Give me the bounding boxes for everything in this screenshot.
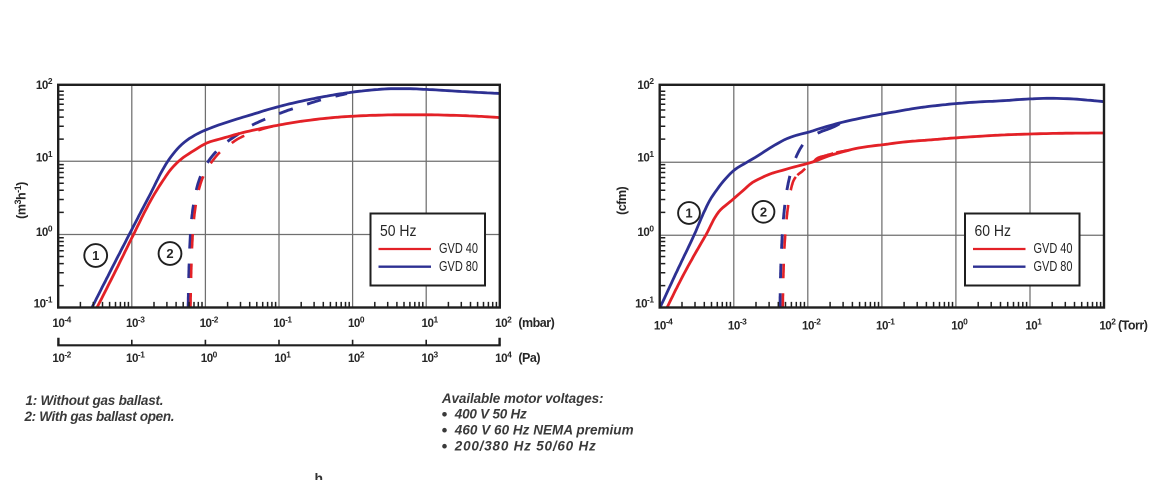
svg-text:GVD 80: GVD 80 xyxy=(1034,258,1073,275)
svg-text:10-2: 10-2 xyxy=(802,317,821,333)
svg-text:460 V 60 Hz NEMA premium: 460 V 60 Hz NEMA premium xyxy=(454,423,634,438)
svg-text:102: 102 xyxy=(348,349,365,365)
svg-text:101: 101 xyxy=(1025,317,1042,333)
svg-text:101: 101 xyxy=(422,314,439,330)
svg-text:101: 101 xyxy=(637,149,654,165)
svg-text:100: 100 xyxy=(951,317,968,333)
svg-text:(mbar): (mbar) xyxy=(518,316,554,330)
svg-text:1: Without gas ballast.: 1: Without gas ballast. xyxy=(26,393,164,408)
svg-text:104: 104 xyxy=(495,349,512,365)
svg-text:2: With gas ballast open.: 2: With gas ballast open. xyxy=(24,409,175,424)
svg-text:10-2: 10-2 xyxy=(200,314,219,330)
svg-text:100: 100 xyxy=(348,314,365,330)
svg-text:10-1: 10-1 xyxy=(34,295,53,311)
svg-text:10-4: 10-4 xyxy=(654,317,673,333)
svg-text:60 Hz: 60 Hz xyxy=(975,223,1012,240)
svg-text:102: 102 xyxy=(495,314,512,330)
svg-text:10-1: 10-1 xyxy=(126,349,145,365)
svg-text:10-1: 10-1 xyxy=(635,295,654,311)
svg-text:200/380 Hz 50/60 Hz: 200/380 Hz 50/60 Hz xyxy=(454,439,596,454)
svg-text:102: 102 xyxy=(637,76,654,92)
svg-text:101: 101 xyxy=(36,149,53,165)
svg-text:103: 103 xyxy=(422,349,439,365)
svg-text:10-2: 10-2 xyxy=(52,349,71,365)
svg-text:400 V 50 Hz: 400 V 50 Hz xyxy=(454,407,527,422)
svg-text:1: 1 xyxy=(685,206,692,221)
svg-text:100: 100 xyxy=(637,223,654,239)
svg-text:(cfm): (cfm) xyxy=(615,186,629,214)
svg-text:(Torr): (Torr) xyxy=(1118,318,1148,332)
svg-text:10-3: 10-3 xyxy=(728,317,747,333)
svg-text:2: 2 xyxy=(760,205,767,220)
svg-text:10-1: 10-1 xyxy=(876,317,895,333)
svg-text:(Pa): (Pa) xyxy=(518,351,540,365)
svg-text:10-1: 10-1 xyxy=(273,314,292,330)
svg-text:50 Hz: 50 Hz xyxy=(380,223,417,240)
svg-text:10-4: 10-4 xyxy=(52,314,71,330)
svg-text:102: 102 xyxy=(1099,317,1116,333)
svg-text:101: 101 xyxy=(274,349,291,365)
svg-text:2: 2 xyxy=(166,246,173,261)
svg-text:GVD 40: GVD 40 xyxy=(1034,240,1073,257)
svg-text:GVD 40: GVD 40 xyxy=(439,240,478,257)
svg-text:1: 1 xyxy=(92,248,99,263)
svg-text:102: 102 xyxy=(36,76,53,92)
svg-text:Available motor voltages:: Available motor voltages: xyxy=(441,391,604,406)
svg-text:10-3: 10-3 xyxy=(126,314,145,330)
svg-text:100: 100 xyxy=(201,349,218,365)
svg-text:h: h xyxy=(315,470,324,480)
svg-text:100: 100 xyxy=(36,223,53,239)
svg-text:GVD 80: GVD 80 xyxy=(439,258,478,275)
